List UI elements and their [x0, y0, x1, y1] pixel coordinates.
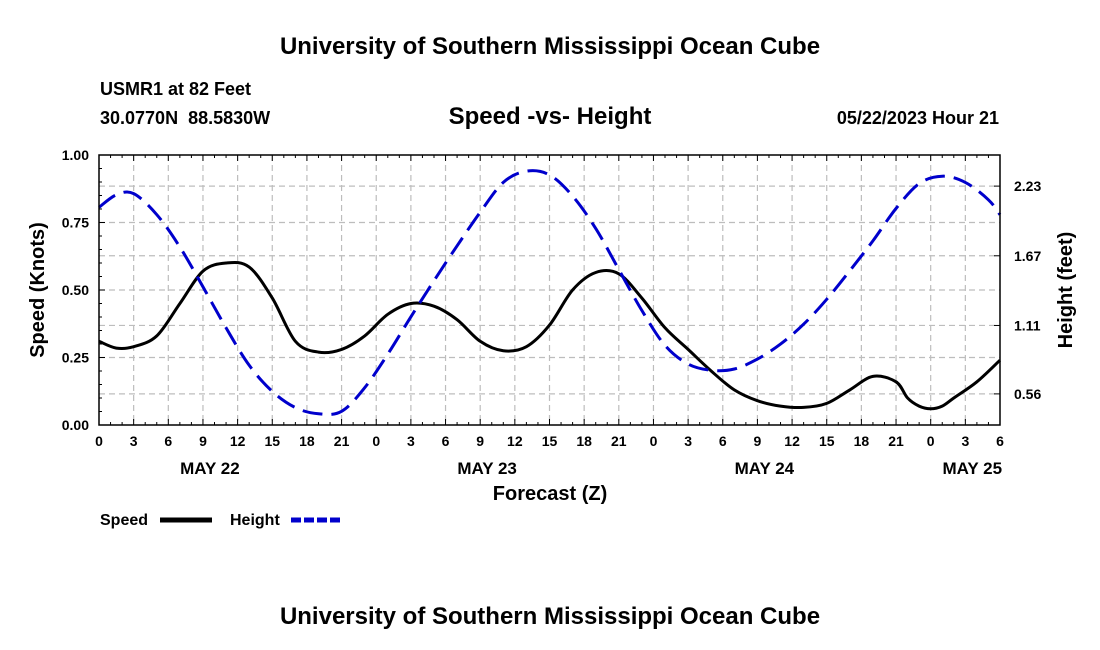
date-label: MAY 22 [180, 459, 240, 478]
x-tick-label: 15 [542, 433, 558, 449]
chart-title: Speed -vs- Height [449, 103, 652, 130]
x-tick-label: 18 [854, 433, 870, 449]
x-tick-label: 18 [576, 433, 592, 449]
axis-ticks [98, 154, 1001, 426]
x-tick-label: 12 [507, 433, 523, 449]
x-tick-label: 18 [299, 433, 315, 449]
legend: Speed Height [100, 512, 343, 529]
x-tick-label: 6 [442, 433, 450, 449]
height-series-line [98, 169, 1002, 416]
y2-tick-label: 1.67 [1014, 248, 1041, 264]
x-tick-label: 6 [996, 433, 1004, 449]
x-tick-label: 3 [130, 433, 138, 449]
x-tick-label: 0 [927, 433, 935, 449]
x-tick-label: 15 [264, 433, 280, 449]
x-tick-label: 9 [199, 433, 207, 449]
bottom-title: University of Southern Mississippi Ocean… [280, 603, 820, 630]
y2-tick-label: 0.56 [1014, 386, 1041, 402]
legend-speed-label: Speed [100, 512, 148, 529]
y-axis-label: Speed (Knots) [27, 222, 49, 358]
timestamp-label: 05/22/2023 Hour 21 [837, 108, 999, 128]
date-label: MAY 23 [457, 459, 517, 478]
x-tick-label: 6 [719, 433, 727, 449]
x-tick-label: 12 [784, 433, 800, 449]
x-tick-label: 0 [650, 433, 658, 449]
coordinates-label: 30.0770N 88.5830W [100, 108, 270, 128]
grid [99, 155, 1000, 425]
x-tick-label: 9 [754, 433, 762, 449]
legend-height-label: Height [230, 512, 280, 529]
tick-labels: 0 3 6 9 12 15 18 21 0 3 6 9 12 15 18 21 0 3 6 9 12 15 18 21 0 3 6M… [62, 147, 1042, 478]
y2-tick-label: 2.23 [1014, 178, 1041, 194]
x-tick-label: 3 [684, 433, 692, 449]
x-tick-label: 21 [888, 433, 904, 449]
y-tick-label: 1.00 [62, 147, 89, 163]
y2-axis-label: Height (feet) [1055, 232, 1077, 349]
x-tick-label: 21 [334, 433, 350, 449]
x-tick-label: 6 [164, 433, 172, 449]
y-tick-label: 0.50 [62, 282, 89, 298]
x-tick-label: 0 [372, 433, 380, 449]
x-tick-label: 12 [230, 433, 246, 449]
series-lines [98, 169, 1002, 416]
station-label: USMR1 at 82 Feet [100, 79, 251, 99]
x-axis-label: Forecast (Z) [493, 483, 607, 505]
top-title: University of Southern Mississippi Ocean… [280, 33, 820, 60]
speed-series-line [98, 260, 1002, 411]
date-label: MAY 24 [735, 459, 795, 478]
y-tick-label: 0.25 [62, 350, 89, 366]
date-label: MAY 25 [943, 459, 1003, 478]
y-tick-label: 0.75 [62, 215, 89, 231]
y-tick-label: 0.00 [62, 417, 89, 433]
x-tick-label: 3 [961, 433, 969, 449]
x-tick-label: 21 [611, 433, 627, 449]
x-tick-label: 3 [407, 433, 415, 449]
y2-tick-label: 1.11 [1014, 317, 1041, 333]
x-tick-label: 15 [819, 433, 835, 449]
x-tick-label: 0 [95, 433, 103, 449]
x-tick-label: 9 [476, 433, 484, 449]
